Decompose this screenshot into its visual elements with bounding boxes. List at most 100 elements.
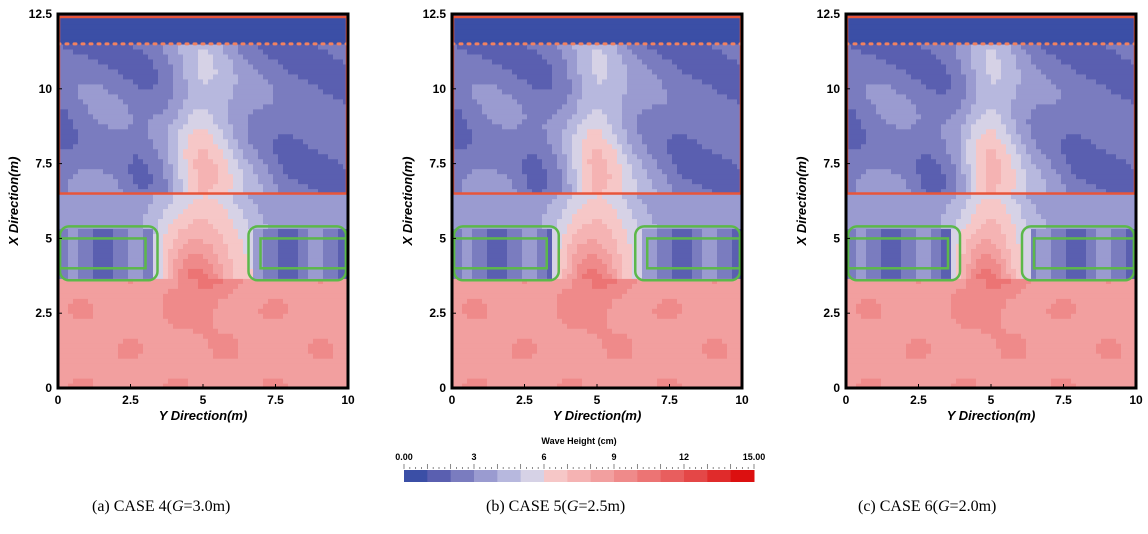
- heatmap-cell: [193, 73, 199, 80]
- heatmap-cell: [173, 78, 179, 85]
- heatmap-cell: [228, 48, 234, 55]
- heatmap-cell: [452, 383, 458, 389]
- heatmap-cell: [178, 273, 184, 279]
- heatmap-cell: [228, 133, 234, 140]
- heatmap-cell: [477, 348, 483, 354]
- heatmap-cell: [273, 218, 279, 225]
- heatmap-cell: [188, 53, 194, 60]
- heatmap-cell: [248, 363, 254, 369]
- heatmap-cell: [153, 88, 159, 95]
- heatmap-cell: [323, 238, 329, 244]
- heatmap-cell: [98, 268, 104, 274]
- heatmap-cell: [73, 363, 79, 369]
- heatmap-cell: [133, 373, 139, 379]
- heatmap-cell: [128, 168, 134, 175]
- heatmap-cell: [103, 143, 109, 150]
- heatmap-cell: [93, 208, 99, 215]
- heatmap-cell: [168, 38, 174, 45]
- heatmap-cell: [303, 113, 309, 120]
- heatmap-cell: [298, 168, 304, 175]
- heatmap-cell: [293, 98, 299, 105]
- heatmap-cell: [298, 303, 304, 309]
- heatmap-cell: [98, 108, 104, 115]
- heatmap-cell: [123, 363, 129, 369]
- heatmap-cell: [238, 48, 244, 55]
- heatmap-cell: [118, 313, 124, 319]
- heatmap-cell: [108, 358, 114, 364]
- heatmap-cell: [113, 358, 119, 364]
- heatmap-cell: [462, 203, 468, 210]
- heatmap-cell: [123, 318, 129, 324]
- heatmap-cell: [467, 153, 473, 160]
- heatmap-cell: [58, 298, 64, 304]
- heatmap-cell: [278, 178, 284, 185]
- heatmap-cell: [318, 28, 324, 35]
- heatmap-cell: [263, 53, 269, 60]
- heatmap-cell: [328, 198, 334, 205]
- heatmap-cell: [73, 303, 79, 309]
- heatmap-cell: [268, 368, 274, 374]
- heatmap-cell: [253, 348, 259, 354]
- heatmap-cell: [263, 163, 269, 170]
- heatmap-cell: [168, 313, 174, 319]
- heatmap-cell: [487, 148, 493, 155]
- heatmap-cell: [303, 283, 309, 289]
- heatmap-cell: [208, 18, 214, 25]
- heatmap-cell: [213, 273, 219, 279]
- heatmap-cell: [213, 208, 219, 215]
- heatmap-cell: [452, 108, 458, 115]
- heatmap-cell: [223, 283, 229, 289]
- heatmap-cell: [288, 353, 294, 359]
- heatmap-cell: [128, 238, 134, 244]
- heatmap-cell: [263, 263, 269, 269]
- heatmap-cell: [198, 73, 204, 80]
- heatmap-cell: [178, 53, 184, 60]
- heatmap-cell: [158, 98, 164, 105]
- heatmap-cell: [168, 258, 174, 264]
- y-tick-label: 0: [45, 381, 52, 395]
- heatmap-cell: [477, 138, 483, 145]
- heatmap-cell: [168, 18, 174, 25]
- heatmap-cell: [178, 98, 184, 105]
- heatmap-cell: [253, 318, 259, 324]
- heatmap-cell: [223, 208, 229, 215]
- heatmap-cell: [313, 38, 319, 45]
- heatmap-cell: [288, 378, 294, 384]
- heatmap-cell: [158, 268, 164, 274]
- heatmap-cell: [343, 328, 349, 334]
- heatmap-cell: [293, 23, 299, 30]
- heatmap-cell: [93, 308, 99, 314]
- heatmap-cell: [452, 323, 458, 329]
- heatmap-cell: [173, 153, 179, 160]
- heatmap-cell: [183, 143, 189, 150]
- heatmap-cell: [78, 138, 84, 145]
- heatmap-cell: [213, 223, 219, 230]
- heatmap-cell: [158, 218, 164, 225]
- heatmap-cell: [338, 248, 344, 254]
- heatmap-cell: [338, 23, 344, 30]
- heatmap-cell: [168, 218, 174, 225]
- heatmap-cell: [198, 58, 204, 65]
- heatmap-cell: [63, 328, 69, 334]
- heatmap-cell: [183, 123, 189, 130]
- heatmap-cell: [238, 373, 244, 379]
- heatmap-cell: [123, 58, 129, 65]
- heatmap-cell: [58, 113, 64, 120]
- heatmap-cell: [93, 373, 99, 379]
- heatmap-cell: [313, 318, 319, 324]
- heatmap-cell: [183, 108, 189, 115]
- heatmap-cell: [283, 63, 289, 70]
- heatmap-cell: [328, 368, 334, 374]
- heatmap-cell: [158, 138, 164, 145]
- heatmap-cell: [118, 63, 124, 70]
- heatmap-cell: [173, 333, 179, 339]
- heatmap-cell: [303, 28, 309, 35]
- heatmap-cell: [482, 63, 488, 70]
- heatmap-cell: [113, 328, 119, 334]
- heatmap-cell: [173, 53, 179, 60]
- heatmap-cell: [188, 318, 194, 324]
- heatmap-cell: [487, 153, 493, 160]
- heatmap-cell: [263, 253, 269, 259]
- heatmap-cell: [228, 113, 234, 120]
- heatmap-cell: [98, 303, 104, 309]
